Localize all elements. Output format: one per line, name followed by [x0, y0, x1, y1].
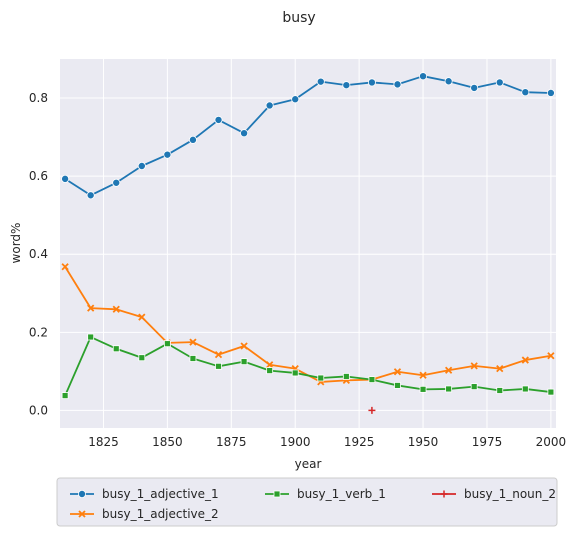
- legend-entry: busy_1_noun_2: [432, 487, 556, 501]
- y-axis-label: word%: [9, 223, 23, 264]
- data-point: [393, 80, 402, 89]
- data-point: [86, 191, 95, 200]
- data-point: [112, 345, 120, 353]
- data-point: [240, 342, 248, 350]
- data-point: [61, 263, 69, 271]
- grid: [60, 59, 556, 428]
- data-point: [470, 383, 478, 391]
- axis-ticks: 1825 1850 1875 1900 1925 1950 1975 2000 0.0 0.2 0.…: [29, 91, 566, 449]
- data-point: [342, 81, 351, 90]
- legend-label: busy_1_noun_2: [464, 487, 556, 501]
- data-point: [368, 376, 376, 383]
- data-point: [163, 340, 171, 348]
- data-point: [445, 385, 453, 393]
- data-point: [496, 365, 504, 373]
- legend-marker: [78, 510, 86, 518]
- data-point: [266, 361, 274, 369]
- data-point: [495, 78, 504, 87]
- y-tick-label: 0.4: [29, 247, 48, 261]
- series-line: [64, 336, 551, 396]
- x-tick-label: 1825: [88, 435, 119, 449]
- plot-area: [60, 59, 556, 428]
- x-axis-label: year: [295, 457, 322, 471]
- data-point: [189, 355, 197, 362]
- data-point: [521, 385, 529, 393]
- y-tick-label: 0.2: [29, 325, 48, 339]
- data-point: [61, 392, 69, 399]
- data-point: [521, 88, 530, 97]
- data-point: [470, 362, 478, 370]
- data-point: [137, 161, 146, 170]
- data-point: [112, 178, 121, 187]
- data-point: [394, 382, 401, 389]
- data-point: [215, 362, 222, 370]
- x-tick-label: 1850: [152, 435, 183, 449]
- legend-label: busy_1_verb_1: [297, 487, 386, 501]
- data-point: [342, 373, 350, 380]
- x-tick-label: 1875: [216, 435, 247, 449]
- data-point: [547, 388, 555, 396]
- data-point: [266, 367, 274, 375]
- data-point: [240, 358, 248, 366]
- x-tick-label: 1900: [280, 435, 311, 449]
- data-point: [214, 115, 223, 124]
- legend: busy_1_adjective_1 busy_1_adjective_2 busy…: [56, 477, 558, 527]
- data-point: [163, 150, 172, 159]
- data-point: [87, 304, 95, 312]
- data-point: [368, 406, 376, 414]
- x-tick-label: 2000: [536, 435, 567, 449]
- x-tick-label: 1925: [344, 435, 375, 449]
- data-point: [496, 387, 504, 394]
- y-tick-label: 0.8: [29, 91, 48, 105]
- data-point: [419, 385, 427, 393]
- data-point: [214, 350, 223, 359]
- data-point: [419, 371, 427, 379]
- series-3: [61, 333, 555, 399]
- series-4: [368, 406, 376, 414]
- data-point: [240, 129, 249, 138]
- data-point: [444, 77, 453, 86]
- legend-label: busy_1_adjective_1: [102, 487, 219, 501]
- legend-marker: [440, 490, 448, 498]
- chart-title: busy: [282, 10, 315, 26]
- data-point: [317, 374, 325, 382]
- data-point: [393, 368, 402, 376]
- series-line: [64, 75, 551, 197]
- data-point: [547, 352, 555, 360]
- data-point: [367, 78, 376, 87]
- data-point: [265, 101, 274, 110]
- legend-box: [56, 477, 558, 527]
- data-point: [419, 72, 428, 81]
- data-point: [291, 369, 299, 377]
- data-point: [138, 354, 146, 362]
- data-point: [470, 83, 479, 92]
- y-tick-label: 0.6: [29, 169, 48, 183]
- data-point: [521, 356, 529, 364]
- data-point: [316, 77, 325, 86]
- data-point: [444, 366, 453, 374]
- legend-entry: busy_1_verb_1: [265, 487, 386, 501]
- legend-label: busy_1_adjective_2: [102, 507, 219, 521]
- data-point: [291, 95, 300, 104]
- data-point: [546, 88, 555, 97]
- series-layer: [61, 72, 555, 414]
- x-tick-label: 1950: [408, 435, 439, 449]
- data-point: [87, 333, 95, 341]
- legend-entry: busy_1_adjective_2: [70, 507, 219, 521]
- y-tick-label: 0.0: [29, 403, 48, 417]
- legend-entry: busy_1_adjective_1: [70, 487, 219, 501]
- data-point: [61, 174, 70, 183]
- data-point: [188, 135, 197, 144]
- legend-marker: [273, 490, 281, 498]
- data-point: [189, 338, 197, 346]
- x-tick-label: 1975: [472, 435, 503, 449]
- data-point: [138, 313, 146, 321]
- legend-marker: [78, 489, 87, 498]
- series-1: [61, 72, 555, 200]
- data-point: [112, 305, 120, 313]
